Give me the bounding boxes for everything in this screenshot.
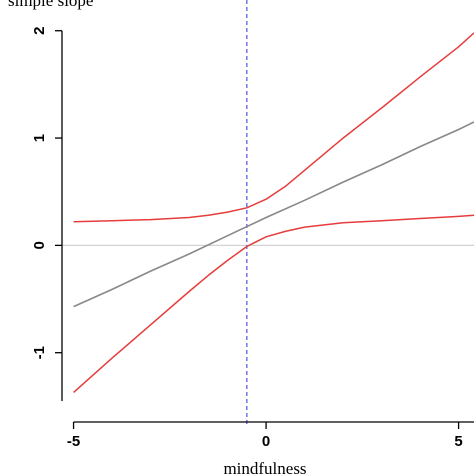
plot-area (62, 0, 474, 424)
y-tick-label: 0 (31, 241, 48, 249)
x-tick-label: 0 (262, 433, 270, 450)
x-tick-label: -5 (67, 433, 80, 450)
x-tick-label: 5 (454, 433, 462, 450)
y-tick-label: 2 (31, 27, 48, 35)
series-line-3 (73, 214, 474, 393)
y-tick-label: -1 (31, 346, 48, 359)
chart-title: simple slope (8, 0, 93, 10)
y-tick-label: 1 (31, 134, 48, 142)
series-line-1 (73, 121, 474, 308)
series-line-2 (73, 32, 474, 223)
x-axis-title: mindfulness (223, 459, 306, 474)
axes: -1 0 1 2 -5 0 5 (31, 27, 474, 450)
